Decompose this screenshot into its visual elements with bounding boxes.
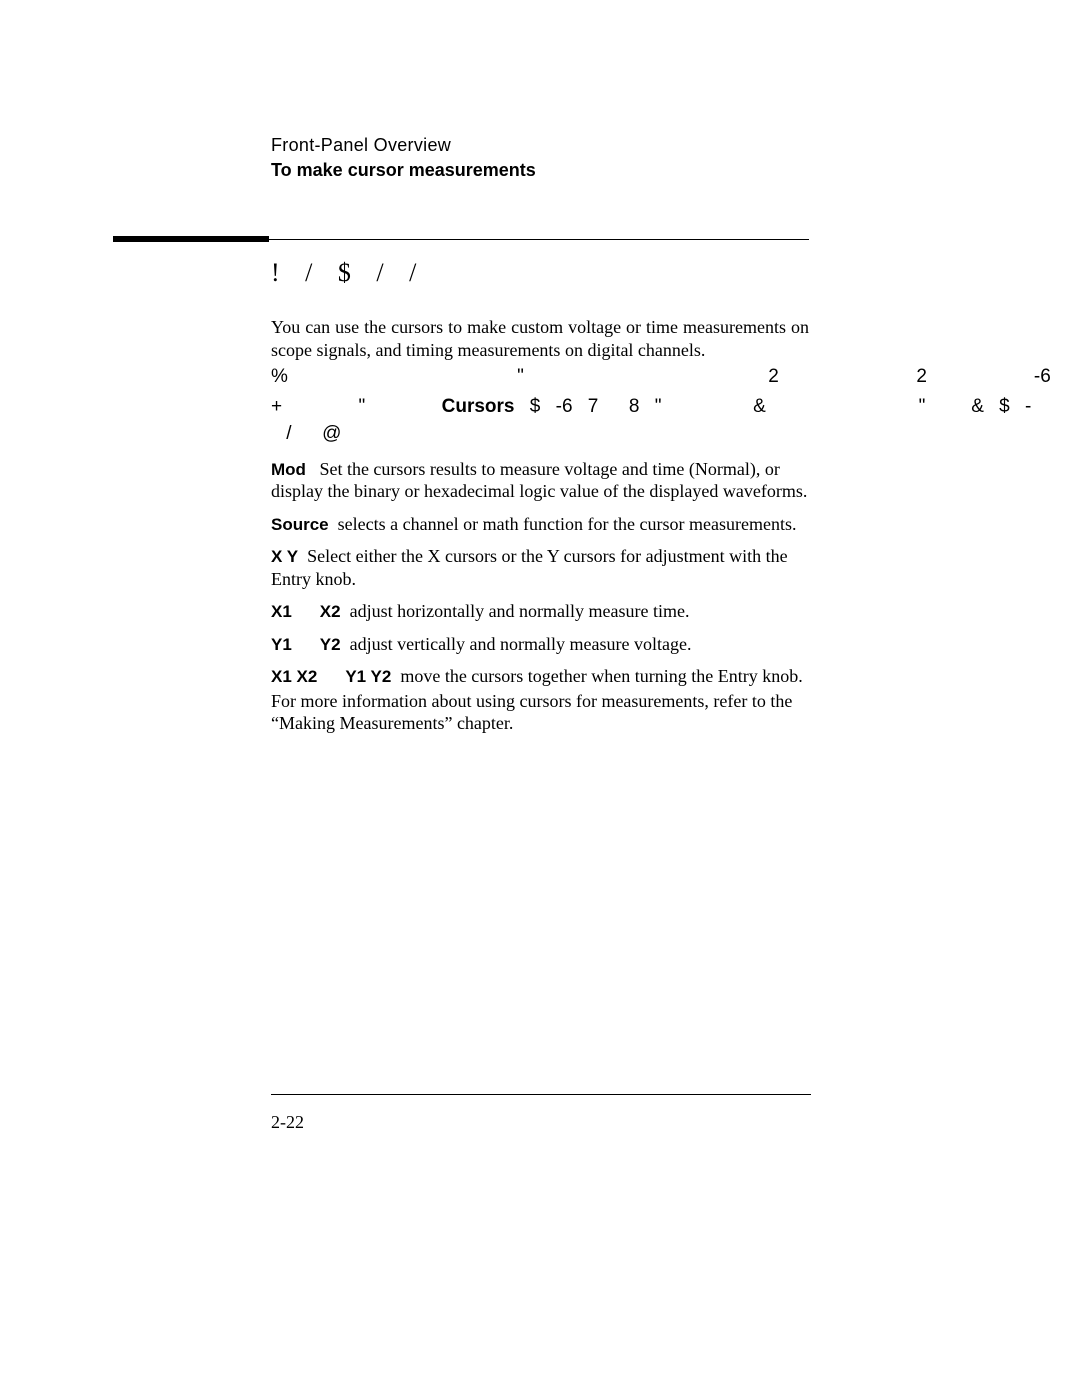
running-header: Front-Panel Overview To make cursor meas… (271, 135, 536, 181)
def-source: Source selects a channel or math functio… (271, 513, 809, 536)
garbled-line-1: % " 2 2 -6 (271, 363, 809, 391)
page: Front-Panel Overview To make cursor meas… (0, 0, 1080, 1397)
term-xy: X Y (271, 547, 298, 566)
text-mod: Set the cursors results to measure volta… (271, 459, 807, 502)
term-x2: X2 (320, 602, 341, 621)
intro-paragraph: You can use the cursors to make custom v… (271, 316, 809, 361)
text-source: selects a channel or math function for t… (338, 514, 797, 534)
def-xy: X Y Select either the X cursors or the Y… (271, 545, 809, 590)
tail-paragraph: For more information about using cursors… (271, 690, 809, 735)
section-title: ! / $ / / (271, 258, 809, 288)
term-source: Source (271, 515, 329, 534)
header-section: Front-Panel Overview (271, 135, 536, 156)
text-x1x2: adjust horizontally and normally measure… (350, 601, 690, 621)
term-x1: X1 (271, 602, 292, 621)
text-xy: Select either the X cursors or the Y cur… (271, 546, 788, 589)
content-block: ! / $ / / You can use the cursors to mak… (271, 258, 809, 735)
header-title: To make cursor measurements (271, 160, 536, 181)
def-y1y2: Y1 Y2 adjust vertically and normally meas… (271, 633, 809, 656)
rule-thick (113, 236, 269, 242)
term-mod: Mod (271, 460, 306, 479)
garbled-pre: + " (271, 396, 442, 417)
rule-thin-top (269, 239, 809, 240)
garbled-line-2: + " Cursors $ -6 7 8 " & " & $ - / @ (271, 393, 809, 448)
page-number: 2-22 (271, 1112, 304, 1133)
term-y1: Y1 (271, 635, 292, 654)
def-mod: Mod Set the cursors results to measure v… (271, 458, 809, 503)
def-pairs: X1 X2 Y1 Y2 move the cursors together whe… (271, 665, 809, 688)
text-pairs: move the cursors together when turning t… (400, 666, 802, 686)
def-x1x2: X1 X2 adjust horizontally and normally me… (271, 600, 809, 623)
cursors-keyword: Cursors (442, 396, 515, 417)
term-x1x2-pair: X1 X2 (271, 667, 317, 686)
rule-footer (271, 1094, 811, 1095)
text-y1y2: adjust vertically and normally measure v… (350, 634, 692, 654)
term-y1y2-pair: Y1 Y2 (345, 667, 391, 686)
term-y2: Y2 (320, 635, 341, 654)
